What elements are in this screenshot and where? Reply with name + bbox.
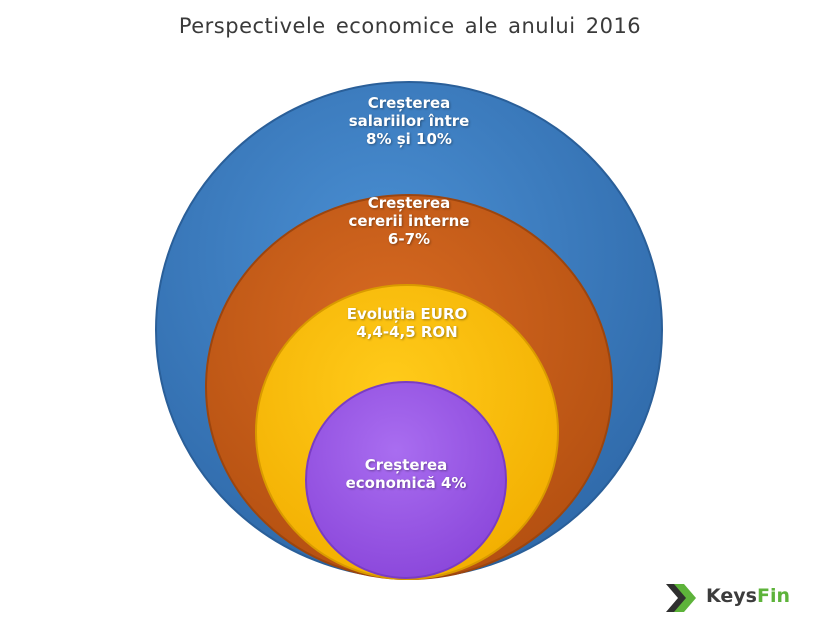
label-line: Evoluția EURO [346, 305, 468, 323]
label-line: 4,4-4,5 RON [356, 323, 458, 341]
label-line: Creșterea [364, 456, 448, 474]
keysfin-logo: KeysFin [662, 578, 812, 618]
label-line: 8% și 10% [366, 130, 452, 148]
label-line: economică 4% [345, 474, 467, 492]
label-line: salariilor între [348, 112, 470, 130]
label-line: 6-7% [387, 230, 431, 248]
label-line: Creșterea [367, 194, 451, 212]
logo-wordmark: KeysFin [706, 585, 790, 607]
label-domestic-demand: Creșterea cererii interne 6-7% [309, 194, 509, 248]
label-wage-growth: Creșterea salariilor între 8% și 10% [309, 94, 509, 148]
label-economic-growth: Creșterea economică 4% [306, 456, 506, 492]
page-title: Perspectivele economice ale anului 2016 [178, 14, 642, 38]
logo-text-keys: Keys [706, 585, 757, 607]
label-euro-evolution: Evoluția EURO 4,4-4,5 RON [307, 305, 507, 341]
label-line: Creșterea [367, 94, 451, 112]
logo-text-fin: Fin [756, 585, 791, 607]
ring-purple [305, 381, 507, 579]
chevron-arrow-icon [666, 584, 696, 612]
label-line: cererii interne [348, 212, 470, 230]
